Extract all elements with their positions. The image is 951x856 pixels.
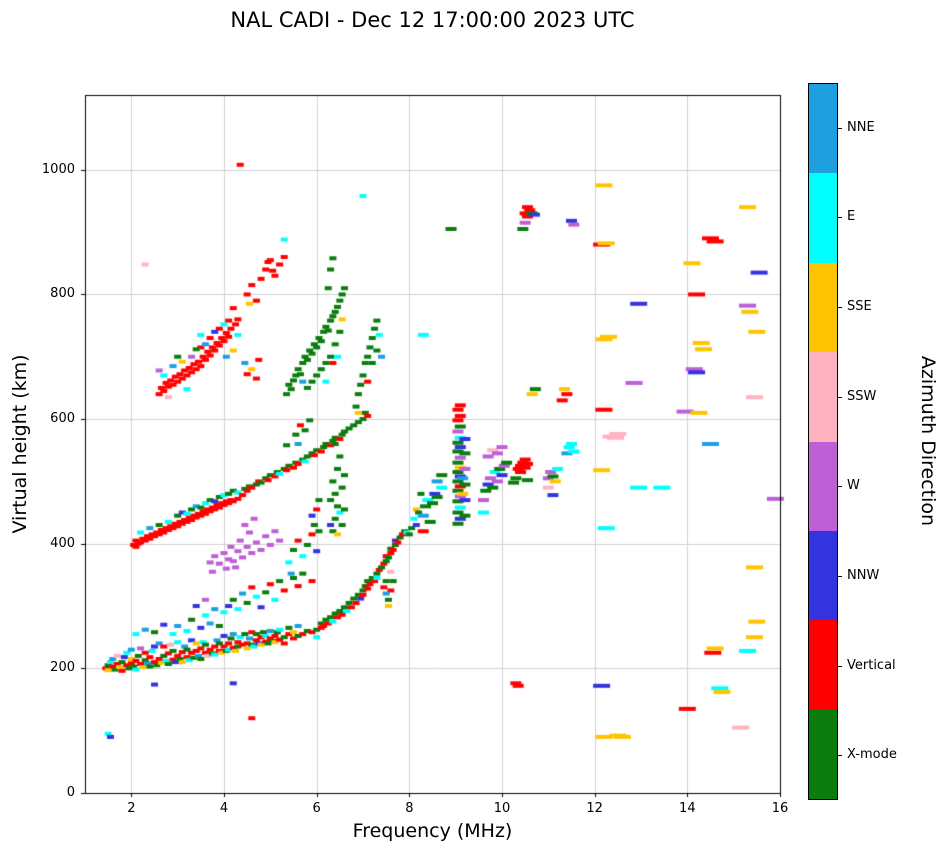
y-axis-label: Virtual height (km) (9, 354, 31, 534)
y-tick-label: 0 (66, 785, 75, 800)
colorbar (808, 83, 838, 800)
x-axis-label: Frequency (MHz) (352, 820, 513, 842)
y-tick-label: 1000 (41, 161, 75, 177)
colorbar-label-ssw: SSW (847, 389, 877, 404)
colorbar-segment-nne (809, 84, 837, 174)
colorbar-label-x-mode: X-mode (847, 747, 897, 762)
x-tick-label: 16 (771, 801, 789, 816)
colorbar-tick (838, 486, 842, 487)
x-tick-label: 2 (127, 801, 136, 816)
colorbar-label-vertical: Vertical (847, 658, 896, 673)
x-tick-label: 8 (405, 801, 414, 816)
colorbar-axis-label: Azimuth Direction (917, 355, 939, 527)
colorbar-segment-ssw (809, 352, 837, 442)
x-tick-label: 14 (679, 801, 696, 816)
colorbar-label-nnw: NNW (847, 568, 880, 583)
chart-title: NAL CADI - Dec 12 17:00:00 2023 UTC (230, 8, 635, 32)
y-tick-label: 600 (50, 411, 75, 427)
x-tick-label: 4 (219, 801, 229, 816)
colorbar-label-w: W (847, 478, 860, 493)
y-tick-label: 200 (50, 660, 75, 676)
colorbar-label-sse: SSE (847, 299, 872, 314)
colorbar-segment-x-mode (809, 709, 837, 799)
colorbar-segment-e (809, 173, 837, 263)
colorbar-tick (838, 307, 842, 308)
colorbar-tick (838, 666, 842, 667)
colorbar-tick (838, 217, 842, 218)
colorbar-segment-vertical (809, 620, 837, 710)
colorbar-tick (838, 128, 842, 129)
colorbar-label-e: E (847, 209, 856, 224)
colorbar-tick (838, 397, 842, 398)
x-tick-label: 12 (586, 801, 603, 816)
colorbar-segment-w (809, 441, 837, 531)
y-tick-label: 800 (50, 286, 75, 302)
y-tick-label: 400 (50, 535, 75, 551)
x-tick-label: 10 (493, 801, 511, 816)
colorbar-segment-nnw (809, 530, 837, 621)
x-tick-label: 6 (312, 801, 321, 816)
colorbar-tick (838, 576, 842, 577)
colorbar-label-nne: NNE (847, 120, 875, 135)
colorbar-tick (838, 755, 842, 756)
colorbar-segment-sse (809, 262, 837, 353)
